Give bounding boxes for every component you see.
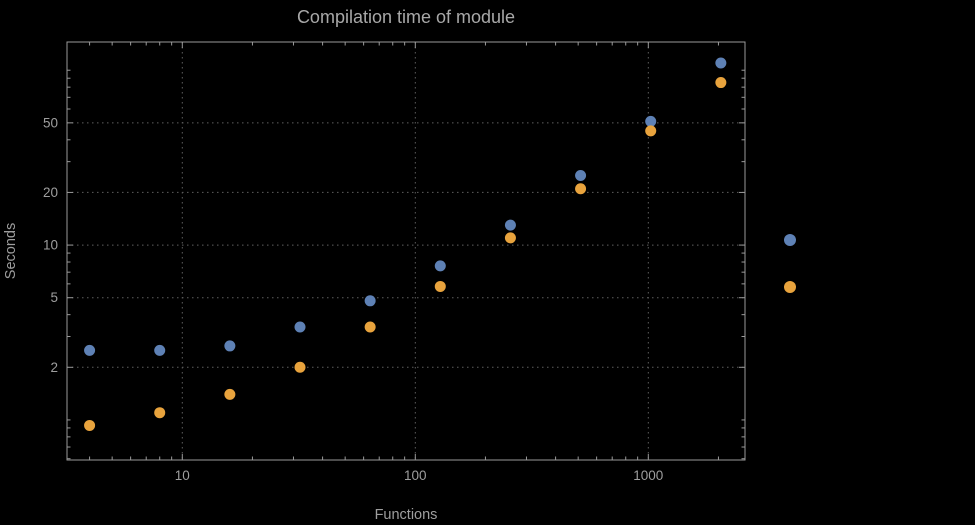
data-point-series-orange (154, 407, 166, 419)
data-point-series-blue (84, 344, 96, 356)
plot-frame (66, 41, 746, 461)
data-point-series-blue (224, 340, 236, 352)
x-tick-label: 100 (404, 468, 427, 483)
data-point-series-blue (645, 115, 657, 127)
legend-marker-series-orange (784, 281, 796, 293)
x-axis-label: Functions (375, 507, 438, 523)
axis-tick-marks (67, 42, 745, 460)
data-points (84, 57, 727, 431)
data-point-series-orange (294, 361, 306, 373)
x-tick-label: 10 (175, 468, 190, 483)
data-point-series-orange (84, 419, 96, 431)
data-point-series-blue (364, 295, 376, 307)
legend-markers (784, 234, 796, 293)
chart-title: Compilation time of module (297, 7, 515, 27)
axis-tick-labels: 10 100 1000 2 5 10 20 50 (43, 115, 663, 483)
data-point-series-blue (294, 321, 306, 333)
data-point-series-orange (224, 388, 236, 400)
y-tick-label: 2 (50, 360, 58, 375)
y-tick-label: 10 (43, 238, 58, 253)
data-point-series-blue (154, 344, 166, 356)
data-point-series-orange (434, 280, 446, 292)
y-axis-label: Seconds (3, 223, 19, 279)
grid-lines (67, 42, 745, 460)
y-tick-label: 50 (43, 115, 58, 130)
y-tick-label: 5 (50, 290, 58, 305)
x-tick-label: 1000 (633, 468, 663, 483)
data-point-series-blue (575, 169, 587, 181)
data-point-series-blue (504, 219, 516, 231)
data-point-series-orange (645, 125, 657, 137)
data-point-series-orange (364, 321, 376, 333)
data-point-series-orange (575, 183, 587, 195)
data-point-series-orange (504, 232, 516, 244)
legend-marker-series-blue (784, 234, 796, 246)
data-point-series-blue (715, 57, 727, 69)
data-point-series-orange (715, 77, 727, 89)
y-tick-label: 20 (43, 185, 58, 200)
data-point-series-blue (434, 260, 446, 272)
